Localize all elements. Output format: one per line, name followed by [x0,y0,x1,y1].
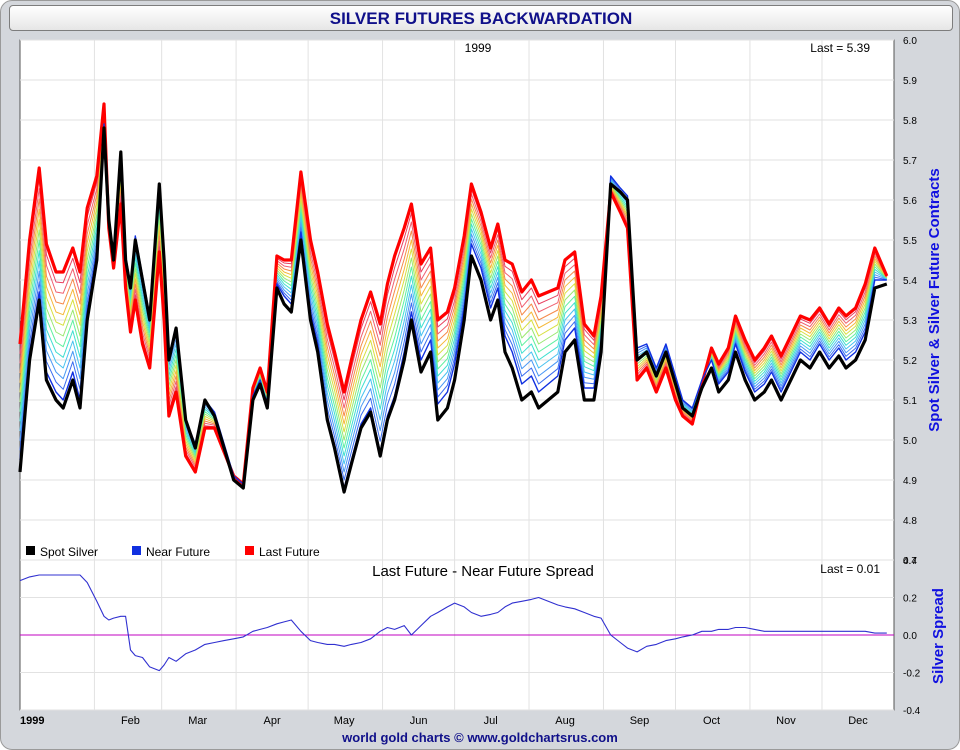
spread-title: Last Future - Near Future Spread [372,563,594,580]
main-y-tick-label: 5.5 [903,236,917,247]
spread-y-tick-label: -0.4 [903,706,921,717]
spread-y-tick-label: 0.2 [903,594,917,605]
spread-y-tick-labels: -0.4 -0.2 0.0 0.2 0.4 [903,556,921,717]
main-y-tick-label: 6.0 [903,36,917,47]
legend-label-last: Last Future [259,545,320,559]
x-month-label: Apr [264,715,281,727]
legend: Spot Silver Near Future Last Future [26,545,320,559]
contract-curve-line [19,113,888,485]
footer-credit: world gold charts © www.goldchartsrus.co… [342,730,618,745]
main-y-tick-label: 5.0 [903,436,917,447]
main-y-tick-label: 4.9 [903,476,917,487]
contract-curve-line [19,116,888,485]
x-month-label: Oct [703,715,720,727]
main-y-tick-label: 4.7 [903,556,917,567]
contract-curve-line [19,111,888,485]
legend-label-spot: Spot Silver [40,545,98,559]
main-y-tick-label: 4.8 [903,516,917,527]
legend-label-near: Near Future [146,545,210,559]
contract-curve-line [19,115,888,485]
spread-y-axis-title: Silver Spread [930,588,947,684]
x-month-label: Aug [555,715,575,727]
x-month-label: Feb [121,715,140,727]
spread-y-tick-label: -0.2 [903,669,921,680]
main-y-axis-title: Spot Silver & Silver Future Contracts [926,168,943,431]
main-y-tick-label: 5.6 [903,196,917,207]
legend-swatch-spot [26,546,35,555]
main-y-tick-label: 5.1 [903,396,917,407]
main-y-tick-label: 5.2 [903,356,917,367]
last-future-line [18,102,889,486]
spread-last-label: Last = 0.01 [820,562,880,576]
x-month-label: May [334,715,355,727]
main-y-tick-labels: 4.7 4.8 4.9 5.0 5.1 5.2 5.3 5.4 5.5 5.6 5.7 5.8 5.9 6… [903,36,917,567]
main-y-tick-label: 5.7 [903,156,917,167]
contract-curve-line [19,108,888,485]
spread-y-tick-label: 0.0 [903,631,917,642]
x-month-label: Dec [848,715,868,727]
spot-silver-line [18,126,888,494]
legend-swatch-near [132,546,141,555]
x-month-labels: 1999 Feb Mar Apr May Jun Jul Aug Sep Oct Nov Dec [20,715,868,727]
spread-line [19,574,887,672]
main-y-tick-label: 5.4 [903,276,917,287]
x-month-label: Jul [484,715,498,727]
contract-curve-line [19,118,888,485]
title-bar: SILVER FUTURES BACKWARDATION [9,5,953,31]
x-month-label: Nov [776,715,796,727]
chart-title: SILVER FUTURES BACKWARDATION [329,9,633,28]
main-last-label: Last = 5.39 [810,41,870,55]
main-y-tick-label: 5.9 [903,76,917,87]
main-y-tick-label: 5.8 [903,116,917,127]
x-month-label: 1999 [20,715,44,727]
spread-y-tick-label: 0.4 [903,556,917,567]
legend-swatch-last [245,546,254,555]
x-month-label: Mar [188,715,207,727]
x-month-label: Jun [410,715,428,727]
main-y-tick-label: 5.3 [903,316,917,327]
year-label: 1999 [465,41,492,55]
contract-curve-line [19,110,888,485]
x-month-label: Sep [630,715,650,727]
